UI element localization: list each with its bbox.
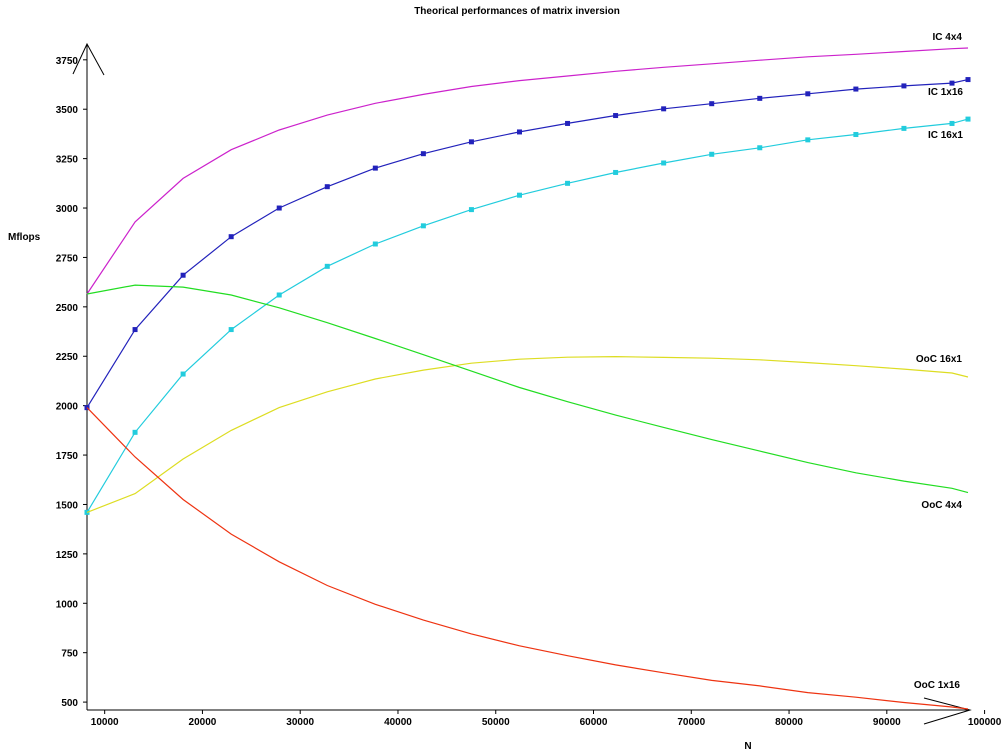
series-ic-1x16: IC 1x16 (84, 77, 971, 411)
y-tick-label: 3000 (56, 204, 79, 215)
x-tick-label: 60000 (580, 717, 608, 728)
series-label: OoC 1x16 (914, 680, 961, 691)
data-point (661, 160, 667, 166)
y-tick-label: 2500 (56, 303, 79, 314)
data-point (132, 429, 138, 435)
data-point (180, 272, 186, 278)
data-point (228, 234, 234, 240)
y-tick-label: 1250 (56, 550, 79, 561)
x-tick-label: 40000 (384, 717, 412, 728)
y-tick-label: 2250 (56, 352, 79, 363)
data-point (180, 371, 186, 377)
plot-area: IC 4x4 IC 1x16 IC 16x1 OoC 16x1 OoC 4x4 OoC 1… (84, 32, 971, 710)
data-point (420, 151, 426, 157)
data-point (965, 77, 971, 83)
series-ooc-1x16: OoC 1x16 (86, 407, 969, 710)
series-line (86, 118, 969, 513)
y-axis-arrow (72, 42, 105, 76)
data-point (324, 263, 330, 269)
data-point (324, 184, 330, 190)
x-axis-title: N (744, 741, 751, 752)
data-point (372, 165, 378, 171)
x-tick-label: 10000 (91, 717, 119, 728)
data-point (132, 327, 138, 333)
series-line (86, 355, 969, 513)
data-point (661, 106, 667, 112)
data-point (276, 292, 282, 298)
data-point (805, 91, 811, 97)
data-point (565, 120, 571, 126)
data-point (949, 120, 955, 126)
series-line (86, 47, 969, 295)
x-tick-label: 100000 (968, 717, 1002, 728)
data-point (516, 129, 522, 135)
x-tick-label: 50000 (482, 717, 510, 728)
data-point (565, 180, 571, 186)
x-tick-label: 30000 (286, 717, 314, 728)
x-tick-label: 80000 (775, 717, 803, 728)
x-tick-label: 20000 (189, 717, 217, 728)
y-tick-label: 1750 (56, 451, 79, 462)
data-point (613, 113, 619, 119)
series-line (86, 407, 969, 710)
data-point (709, 101, 715, 107)
series-ic-16x1: IC 16x1 (84, 116, 971, 515)
data-point (757, 95, 763, 101)
series-ic-4x4: IC 4x4 (86, 32, 969, 295)
series-label: OoC 16x1 (916, 354, 963, 365)
y-tick-label: 500 (61, 698, 78, 709)
data-point (709, 151, 715, 157)
data-point (228, 327, 234, 333)
data-point (757, 145, 763, 151)
x-axis-arrow (923, 697, 972, 725)
y-tick-label: 3750 (56, 56, 79, 67)
data-point (276, 205, 282, 211)
series-label: IC 4x4 (933, 32, 963, 43)
data-point (901, 125, 907, 131)
series-line (86, 284, 969, 494)
data-point (853, 132, 859, 138)
y-axis-title: Mflops (8, 232, 41, 243)
data-point (853, 86, 859, 92)
x-tick-label: 90000 (873, 717, 901, 728)
data-point (468, 207, 474, 213)
series-label: OoC 4x4 (921, 500, 962, 511)
series-label: IC 16x1 (928, 130, 963, 141)
data-point (901, 83, 907, 89)
series-label: IC 1x16 (928, 87, 963, 98)
y-tick-label: 2750 (56, 253, 79, 264)
axes: 500 750 1000 1250 1500 1750 2000 2250 2500 2750 30… (56, 42, 1002, 728)
y-tick-label: 1500 (56, 500, 79, 511)
series-ooc-4x4: OoC 4x4 (86, 284, 969, 511)
data-point (965, 116, 971, 122)
data-point (468, 139, 474, 145)
y-tick-label: 2000 (56, 402, 79, 413)
data-point (516, 192, 522, 198)
data-point (372, 241, 378, 247)
y-tick-label: 3500 (56, 105, 79, 116)
y-tick-label: 3250 (56, 155, 79, 166)
series-ooc-16x1: OoC 16x1 (86, 354, 969, 513)
chart-title: Theorical performances of matrix inversi… (414, 6, 620, 17)
data-point (613, 169, 619, 175)
data-point (949, 80, 955, 86)
series-line (86, 79, 969, 408)
x-tick-label: 70000 (677, 717, 705, 728)
data-point (805, 137, 811, 143)
y-tick-label: 750 (61, 649, 78, 660)
data-point (420, 223, 426, 229)
y-tick-label: 1000 (56, 599, 79, 610)
